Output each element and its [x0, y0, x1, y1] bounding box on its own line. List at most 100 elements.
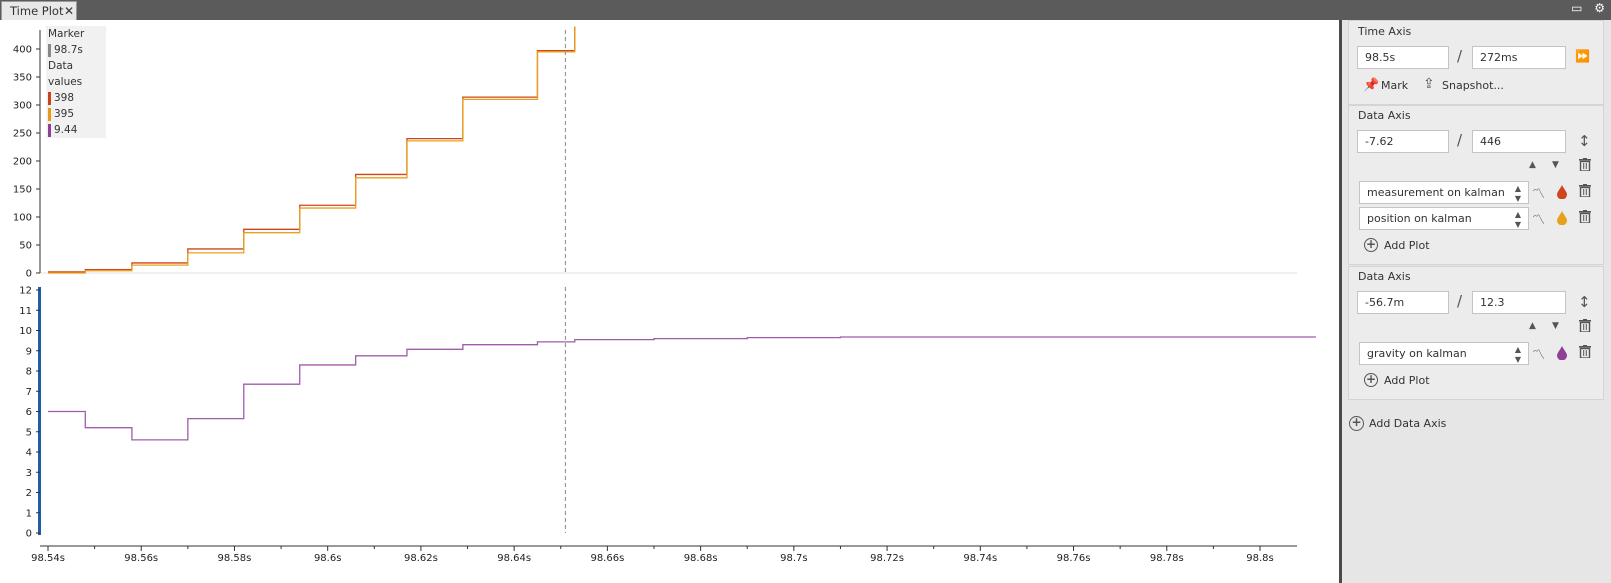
y-tick-label: 9 [26, 346, 32, 357]
axis-separator: / [1457, 292, 1463, 310]
tab-time-plot[interactable]: Time Plot ✕ [1, 1, 77, 20]
data-axis-section-1: Data Axis -7.62 / 446 ↕ ▲ ▼ measurement … [1348, 105, 1604, 265]
time-axis-min-field[interactable]: 98.5s [1357, 46, 1449, 69]
select-spinner-icon: ▲ ▼ [1514, 184, 1521, 203]
x-tick-label: 98.72s [870, 553, 904, 564]
data-axis-max-field[interactable]: 446 [1472, 130, 1566, 153]
add-plot-button[interactable]: Add Plot [1384, 239, 1430, 252]
y-tick-label: 50 [19, 241, 32, 252]
y-tick-label: 11 [19, 306, 32, 317]
x-tick-label: 98.62s [404, 553, 438, 564]
y-tick-label: 10 [19, 326, 32, 337]
data-axis-max-field[interactable]: 12.3 [1472, 291, 1566, 314]
move-down-icon[interactable]: ▼ [1552, 160, 1559, 170]
chart-style-icon[interactable]: 〽 [1532, 187, 1546, 202]
data-axis-min-field[interactable]: -56.7m [1357, 291, 1449, 314]
series-line-1-2 [48, 26, 576, 274]
y-tick-label: 3 [26, 468, 32, 479]
data-axis-title: Data Axis [1358, 270, 1411, 283]
pin-icon[interactable]: 📌 [1363, 78, 1380, 93]
time-axis-title: Time Axis [1358, 25, 1412, 38]
gear-icon[interactable]: ⚙ [1594, 1, 1605, 15]
legend-value-measurement: 398 [46, 90, 106, 106]
select-spinner-icon: ▲ ▼ [1514, 210, 1521, 229]
y-tick-label: 100 [13, 213, 32, 224]
data-axis-section-2: Data Axis -56.7m / 12.3 ↕ ▲ ▼ gravity on… [1348, 266, 1604, 400]
window-restore-icon[interactable]: ▭ [1571, 1, 1583, 15]
y-tick-label: 350 [13, 73, 32, 84]
y-tick-label: 4 [26, 448, 32, 459]
x-tick-label: 98.66s [590, 553, 624, 564]
delete-plot-icon[interactable] [1579, 210, 1591, 223]
delete-axis-icon[interactable] [1579, 158, 1591, 171]
move-up-icon[interactable]: ▲ [1529, 160, 1536, 170]
x-tick-label: 98.6s [314, 553, 341, 564]
y-tick-label: 0 [26, 269, 32, 280]
x-tick-label: 98.74s [963, 553, 997, 564]
select-spinner-icon: ▲ ▼ [1514, 345, 1521, 364]
x-tick-label: 98.64s [497, 553, 531, 564]
plot-settings-sidebar: Time Axis 98.5s / 272ms ⏩ 📌 Mark ⇪ Snaps… [1342, 20, 1611, 583]
plot-select-position[interactable]: position on kalman ▲ ▼ [1359, 207, 1529, 230]
mark-button[interactable]: Mark [1381, 79, 1409, 92]
data-axis-min-field[interactable]: -7.62 [1357, 130, 1449, 153]
color-drop-icon[interactable] [1557, 346, 1567, 360]
panel-splitter[interactable] [1339, 20, 1342, 583]
expand-vertical-icon[interactable]: ↕ [1578, 132, 1591, 150]
fast-forward-icon[interactable]: ⏩ [1575, 49, 1590, 63]
y-tick-label: 250 [13, 129, 32, 140]
snapshot-button[interactable]: Snapshot... [1442, 79, 1504, 92]
color-drop-icon[interactable] [1557, 211, 1567, 225]
data-axis-title: Data Axis [1358, 109, 1411, 122]
expand-vertical-icon[interactable]: ↕ [1578, 293, 1591, 311]
chart-style-icon[interactable]: 〽 [1532, 213, 1546, 228]
delete-axis-icon[interactable] [1579, 319, 1591, 332]
y-tick-label: 400 [13, 45, 32, 56]
plot-legend: Marker 98.7s Data values 398 395 9.44 [46, 26, 106, 138]
x-tick-label: 98.8s [1246, 553, 1273, 564]
chart-panel-1: 0 50 100 150 200 250 300 350 400 [13, 26, 576, 280]
add-data-axis-button[interactable]: Add Data Axis [1369, 417, 1447, 430]
legend-marker-header: Marker [48, 28, 85, 40]
plot-area[interactable]: 0 50 100 150 200 250 300 350 400 0 1 2 3 4 5 6 7 8 9 10 11 12… [0, 20, 1340, 583]
y-tick-label: 300 [13, 101, 32, 112]
y-tick-label: 0 [26, 529, 32, 540]
move-up-icon[interactable]: ▲ [1529, 321, 1536, 331]
time-plot-chart[interactable]: 0501001502002503003504000123456789101112… [0, 20, 1340, 583]
y-tick-label: 7 [26, 387, 32, 398]
title-bar: Time Plot ✕ ▭ ⚙ [0, 0, 1611, 20]
y-tick-label: 200 [13, 157, 32, 168]
y-tick-label: 1 [26, 508, 32, 519]
y-tick-label: 12 [19, 286, 32, 297]
x-tick-label: 98.78s [1150, 553, 1184, 564]
close-icon[interactable]: ✕ [64, 4, 75, 18]
delete-plot-icon[interactable] [1579, 345, 1591, 358]
y-tick-label: 6 [26, 407, 32, 418]
add-plot-icon[interactable]: + [1364, 372, 1378, 387]
move-down-icon[interactable]: ▼ [1552, 321, 1559, 331]
x-tick-label: 98.54s [31, 553, 65, 564]
plot-select-gravity[interactable]: gravity on kalman ▲ ▼ [1359, 342, 1529, 365]
y-tick-label: 150 [13, 185, 32, 196]
chart-style-icon[interactable]: 〽 [1532, 348, 1546, 363]
time-axis-section: Time Axis 98.5s / 272ms ⏩ 📌 Mark ⇪ Snaps… [1348, 20, 1604, 105]
add-plot-button[interactable]: Add Plot [1384, 374, 1430, 387]
delete-plot-icon[interactable] [1579, 184, 1591, 197]
x-axis: 98.54s 98.56s 98.58s 98.6s 98.62s 98.64s 98.66… [31, 545, 1297, 564]
tab-label: Time Plot [10, 4, 64, 18]
x-tick-label: 98.7s [780, 553, 807, 564]
axis-separator: / [1457, 47, 1463, 65]
x-tick-label: 98.58s [218, 553, 252, 564]
y-tick-label: 2 [26, 488, 32, 499]
legend-data-header: Data values [48, 60, 83, 88]
y-tick-label: 8 [26, 367, 32, 378]
add-data-axis-icon[interactable]: + [1349, 416, 1364, 431]
upload-icon[interactable]: ⇪ [1423, 76, 1435, 92]
series-line-1-1 [48, 26, 576, 273]
add-plot-icon[interactable]: + [1364, 237, 1378, 252]
color-drop-icon[interactable] [1557, 185, 1567, 199]
plot-select-measurement[interactable]: measurement on kalman ▲ ▼ [1359, 181, 1529, 204]
time-axis-range-field[interactable]: 272ms [1472, 46, 1566, 69]
y-tick-label: 5 [26, 427, 32, 438]
